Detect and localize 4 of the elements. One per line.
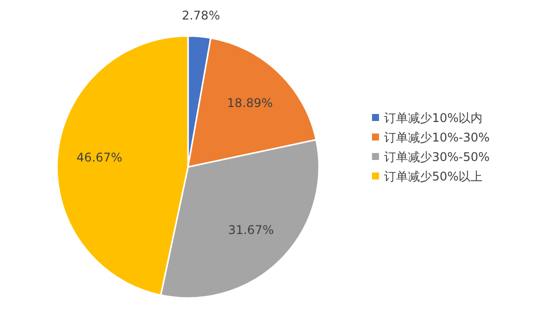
data-label: 2.78% [182,8,220,23]
data-label: 18.89% [227,96,273,110]
data-label: 31.67% [228,222,274,237]
data-label: 46.67% [76,150,122,165]
